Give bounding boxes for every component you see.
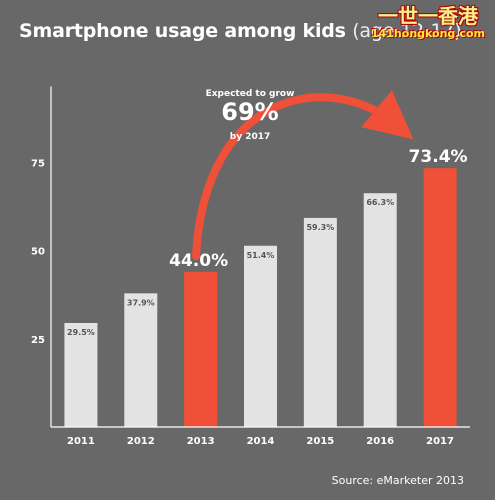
value-label-2013: 44.0% [169,251,228,271]
title-main: Smartphone usage among kids [19,20,346,42]
x-tick-label-2015: 2015 [306,436,334,447]
y-tick-label: 75 [31,159,45,170]
axis-layer: 25 50 75 2011 2012 2013 2014 2015 2016 2017 [31,86,470,447]
watermark-logo: 一世一香港 141hongkong.com [367,5,489,45]
annotation-line3: by 2017 [230,132,271,142]
bar-2015 [303,217,337,427]
source-note: Source: eMarketer 2013 [331,474,464,487]
x-tick-label-2011: 2011 [67,436,95,447]
value-label-2011: 29.5% [67,328,95,337]
x-tick-label-2017: 2017 [426,436,454,447]
bar-2014 [244,245,277,427]
bars-layer: 29.5% 37.9% 44.0% 51.4% 59.3% 66.3% 73.4% [64,147,468,428]
annotation-line1: Expected to grow [206,89,295,99]
bar-2012 [124,293,158,427]
bar-2017 [423,168,457,428]
bar-2016 [363,193,397,427]
x-tick-label-2016: 2016 [366,436,394,447]
x-tick-label-2014: 2014 [247,436,275,447]
value-label-2015: 59.3% [306,223,334,232]
value-label-2012: 37.9% [127,298,155,307]
y-tick-label: 25 [31,335,45,346]
growth-arrow [192,90,414,260]
y-tick-label: 50 [31,247,45,258]
value-label-2014: 51.4% [247,251,275,260]
bar-2011 [64,322,98,427]
bar-2013 [184,271,218,427]
watermark-url: 141hongkong.com [370,27,486,40]
annotation-percent: 69% [221,98,278,126]
title-suffix: (age 12-17) [352,20,462,42]
chart-title: Smartphone usage among kids (age 12-17) [19,20,462,42]
watermark-cjk: 一世一香港 [378,4,478,28]
x-tick-label-2012: 2012 [127,436,155,447]
value-label-2017: 73.4% [409,147,468,167]
value-label-2016: 66.3% [366,198,394,207]
x-tick-label-2013: 2013 [187,436,215,447]
